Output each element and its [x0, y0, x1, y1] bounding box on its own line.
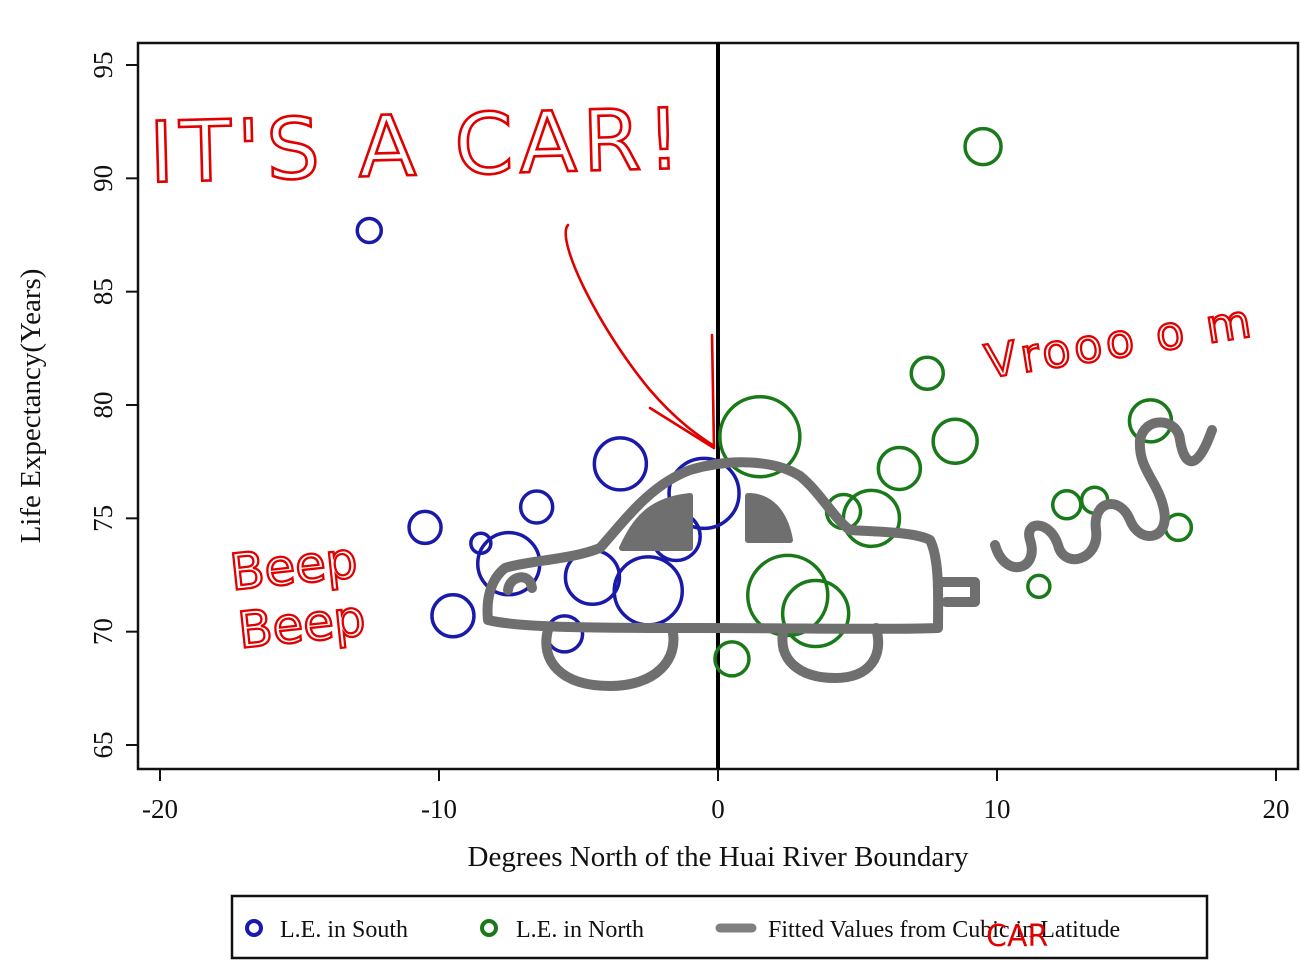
south-data-point	[355, 216, 383, 245]
car-headlight-icon	[503, 572, 537, 595]
north-data-point	[1051, 488, 1083, 521]
south-data-point	[407, 509, 443, 546]
x-tick-label: -10	[421, 794, 457, 824]
legend-south-marker	[245, 919, 263, 937]
north-data-point	[780, 578, 851, 649]
headline-text: IT'S A CAR!	[148, 90, 688, 202]
north-data-point	[963, 126, 1003, 167]
north-data-point	[931, 417, 979, 466]
headline-scribble: IT'S A CAR!	[147, 89, 689, 204]
car-drawing-icon	[482, 417, 1217, 691]
south-data-point	[667, 456, 741, 531]
south-data-point	[592, 436, 649, 492]
y-tick-label: 85	[88, 278, 118, 305]
legend-fitted-label: Fitted Values from Cubic in Latitude	[768, 917, 1120, 943]
vroom-text: Vrooo o m	[981, 293, 1258, 389]
legend-south-label: L.E. in South	[280, 917, 408, 943]
y-tick-label: 90	[88, 165, 118, 192]
car-front-wheel-icon	[541, 623, 679, 691]
car-body-icon	[482, 457, 944, 634]
exhaust-smoke-icon	[990, 417, 1217, 573]
legend-car-overwrite: CAR	[986, 919, 1048, 954]
x-tick-label: -20	[142, 794, 178, 824]
south-data-point	[430, 593, 476, 639]
legend: L.E. in South L.E. in North Fitted Value…	[230, 894, 1209, 960]
x-axis-title: Degrees North of the Huai River Boundary	[468, 841, 969, 873]
x-axis: -20 -10 0 10 20	[142, 769, 1290, 824]
north-data-point	[1026, 573, 1052, 600]
north-data-point	[746, 553, 830, 638]
y-tick-label: 80	[88, 392, 118, 419]
legend-north-label: L.E. in North	[516, 917, 644, 943]
y-tick-label: 95	[88, 52, 118, 79]
north-data-point	[909, 355, 945, 392]
beep-text-2: Beep	[235, 589, 368, 660]
south-data-point	[612, 555, 684, 627]
x-tick-label: 20	[1263, 794, 1290, 824]
y-tick-label: 75	[88, 505, 118, 532]
arrow-to-car-icon	[564, 223, 716, 448]
arrow-head-icon	[648, 333, 716, 450]
y-tick-label: 65	[88, 732, 118, 759]
y-axis: 65 70 75 80 85 90 95	[88, 52, 138, 759]
legend-north-marker	[480, 919, 498, 937]
data-points	[355, 126, 1194, 678]
car-rear-wheel-icon	[777, 623, 884, 683]
car-window-left-icon	[619, 493, 693, 551]
south-data-point	[518, 489, 555, 525]
x-tick-label: 10	[984, 794, 1011, 824]
north-data-point	[718, 394, 802, 479]
car-bumper-icon	[937, 577, 980, 607]
car-window-right-icon	[745, 493, 793, 543]
north-data-point	[876, 445, 923, 492]
y-axis-title: Life Expectancy(Years)	[15, 269, 47, 544]
y-tick-label: 70	[88, 618, 118, 645]
north-data-point	[841, 488, 902, 549]
plot-layer: 65 70 75 80 85 90 95 -20 -10 0 10 20	[88, 41, 1300, 824]
x-tick-label: 0	[711, 794, 725, 824]
north-data-point	[713, 640, 751, 678]
